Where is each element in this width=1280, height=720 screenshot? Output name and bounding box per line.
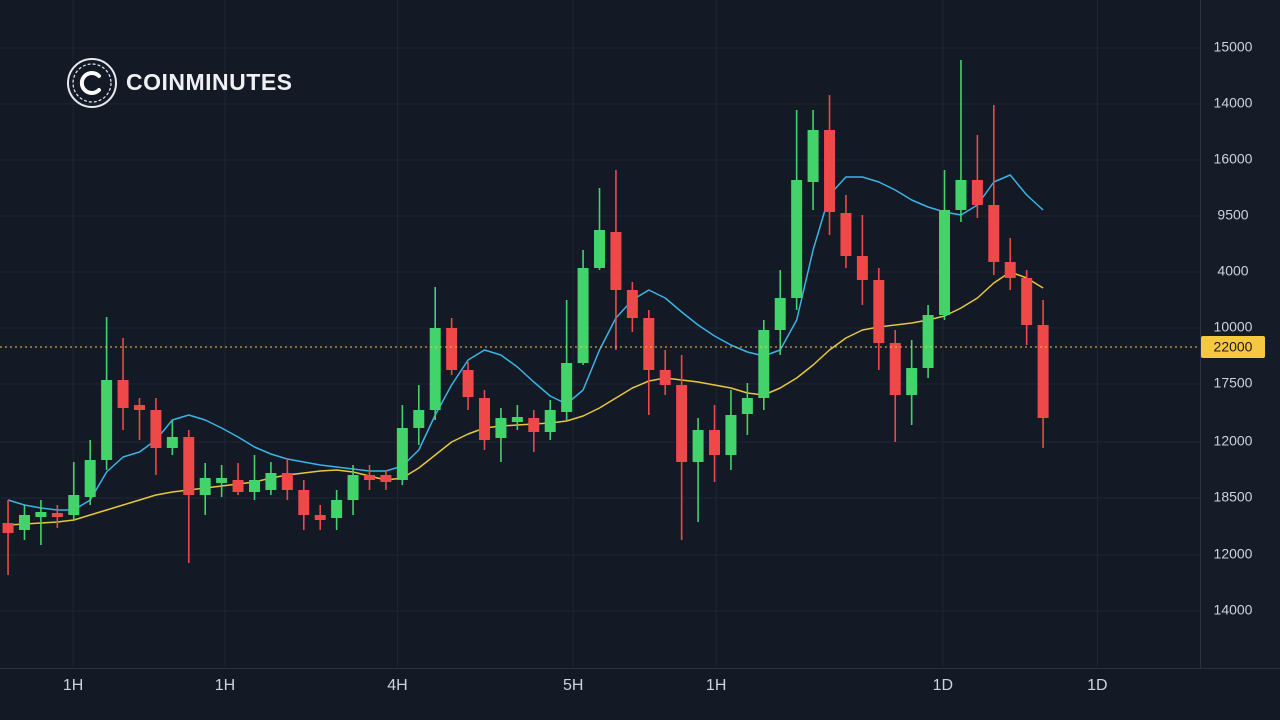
candle-body	[544, 410, 556, 432]
logo-mark	[79, 71, 101, 95]
x-tick-label: 4H	[387, 677, 407, 694]
candle-body	[101, 380, 113, 460]
candle-body	[363, 475, 375, 480]
y-tick-label: 17500	[1214, 375, 1253, 391]
y-tick-label: 12000	[1214, 433, 1253, 449]
candle-body	[117, 380, 129, 408]
candle-body	[577, 268, 589, 363]
candle-body	[873, 280, 885, 343]
x-tick-label: 1D	[933, 677, 953, 694]
candle-body	[758, 330, 770, 398]
candle-body	[183, 437, 195, 495]
logo-inner-ring	[72, 63, 112, 103]
candle-body	[248, 480, 260, 492]
candle-body	[807, 130, 819, 182]
candle-body	[51, 513, 63, 517]
candle-body	[281, 473, 293, 490]
candle-body	[988, 205, 1000, 262]
y-tick-label: 18500	[1214, 489, 1253, 505]
moving-average-line	[7, 174, 1044, 511]
candle-body	[35, 512, 47, 517]
candle-body	[840, 213, 852, 256]
candle-body	[462, 370, 474, 397]
candle-body	[791, 180, 803, 298]
candle-body	[133, 405, 145, 410]
y-tick-label: 14000	[1214, 602, 1253, 618]
candle-body	[1004, 262, 1016, 278]
y-tick-label: 10000	[1214, 319, 1253, 335]
candle-body	[347, 475, 359, 500]
candle-body	[922, 315, 934, 368]
candle-body	[939, 210, 951, 315]
y-tick-label: 14000	[1214, 95, 1253, 111]
y-tick-label: 15000	[1214, 39, 1253, 55]
x-tick-label: 1D	[1087, 677, 1107, 694]
candle-body	[166, 437, 178, 448]
candle-body	[741, 398, 753, 414]
candle-body	[18, 515, 30, 530]
candle-body	[429, 328, 441, 410]
moving-averages	[7, 174, 1044, 526]
candle-body	[232, 480, 244, 492]
candle-body	[906, 368, 918, 395]
candle-body	[2, 523, 14, 533]
candle-body	[265, 473, 277, 490]
logo-text: COINMINUTES	[126, 69, 293, 95]
candle-body	[626, 290, 638, 318]
candles	[2, 60, 1049, 575]
candle-body	[511, 417, 523, 422]
candle-body	[676, 385, 688, 462]
candle-body	[824, 130, 836, 212]
x-tick-label: 1H	[63, 677, 83, 694]
y-tick-label: 12000	[1214, 546, 1253, 562]
candle-body	[413, 410, 425, 428]
x-tick-label: 1H	[706, 677, 726, 694]
candle-body	[692, 430, 704, 462]
logo: COINMINUTES	[67, 58, 293, 108]
candle-body	[594, 230, 606, 268]
logo-ring	[67, 58, 117, 108]
candle-body	[495, 418, 507, 438]
candle-body	[84, 460, 96, 497]
candle-body	[955, 180, 967, 210]
y-tick-label: 4000	[1217, 263, 1248, 279]
candle-body	[561, 363, 573, 412]
candle-body	[1037, 325, 1049, 418]
y-tick-label: 9500	[1217, 207, 1248, 223]
candle-body	[479, 398, 491, 440]
candle-body	[643, 318, 655, 370]
candle-body	[659, 370, 671, 385]
candle-body	[889, 343, 901, 395]
candle-body	[709, 430, 721, 455]
candle-body	[331, 500, 343, 518]
candle-body	[150, 410, 162, 448]
price-tag	[1201, 336, 1265, 358]
x-tick-label: 5H	[563, 677, 583, 694]
grid	[0, 0, 1200, 667]
price-axis-panel	[1200, 0, 1280, 668]
candle-body	[774, 298, 786, 330]
candle-body	[298, 490, 310, 515]
y-tick-label: 16000	[1214, 151, 1253, 167]
candle-body	[528, 418, 540, 432]
axes: 15000 14000 16000 9500 4000 10000 17500 12000 18…	[0, 39, 1265, 694]
candle-body	[971, 180, 983, 205]
candle-body	[68, 495, 80, 515]
price-tag-label: 22000	[1214, 339, 1253, 355]
candle-body	[380, 475, 392, 482]
candle-body	[610, 232, 622, 290]
candle-body	[856, 256, 868, 280]
candle-body	[314, 515, 326, 520]
x-tick-label: 1H	[215, 677, 235, 694]
candle-body	[1021, 278, 1033, 325]
moving-average-line	[8, 271, 1044, 526]
candle-body	[725, 415, 737, 455]
candle-body	[446, 328, 458, 370]
candle-body	[396, 428, 408, 480]
candle-body	[199, 478, 211, 495]
candle-body	[216, 478, 228, 483]
